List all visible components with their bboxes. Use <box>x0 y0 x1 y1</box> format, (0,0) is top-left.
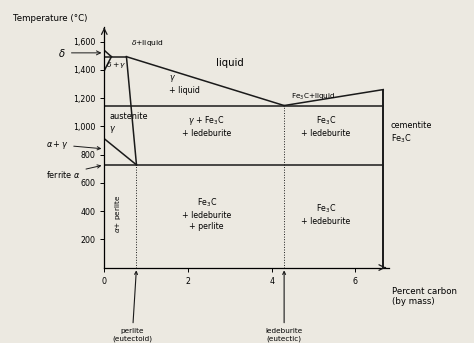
Text: ferrite $\alpha$: ferrite $\alpha$ <box>46 165 100 180</box>
Text: Percent carbon
(by mass): Percent carbon (by mass) <box>392 287 456 306</box>
Text: $\gamma$ + Fe$_3$C
+ ledeburite: $\gamma$ + Fe$_3$C + ledeburite <box>182 114 231 138</box>
Text: Fe$_3$C
+ ledeburite: Fe$_3$C + ledeburite <box>301 202 351 226</box>
Text: Fe$_3$C
+ ledeburite
+ perlite: Fe$_3$C + ledeburite + perlite <box>182 197 231 231</box>
Text: Fe$_3$C
+ ledeburite: Fe$_3$C + ledeburite <box>301 115 351 138</box>
Text: $\delta+\gamma$: $\delta+\gamma$ <box>106 60 127 70</box>
Text: perlite
(eutectoid): perlite (eutectoid) <box>112 272 152 342</box>
Text: $\delta$: $\delta$ <box>58 47 100 59</box>
Text: $\delta$+liquid: $\delta$+liquid <box>131 38 164 48</box>
Text: cementite
Fe$_3$C: cementite Fe$_3$C <box>391 121 432 145</box>
Text: austenite
$\gamma$: austenite $\gamma$ <box>109 113 148 134</box>
Text: $\alpha+\gamma$: $\alpha+\gamma$ <box>46 139 100 151</box>
Text: liquid: liquid <box>216 58 244 68</box>
Text: Temperature (°C): Temperature (°C) <box>13 14 88 23</box>
Text: ledeburite
(eutectic): ledeburite (eutectic) <box>265 272 303 342</box>
Text: $\gamma$
+ liquid: $\gamma$ + liquid <box>169 73 200 95</box>
Text: Fe$_3$C+liquid: Fe$_3$C+liquid <box>291 92 336 102</box>
Text: $\alpha$+ perlite: $\alpha$+ perlite <box>113 195 123 233</box>
